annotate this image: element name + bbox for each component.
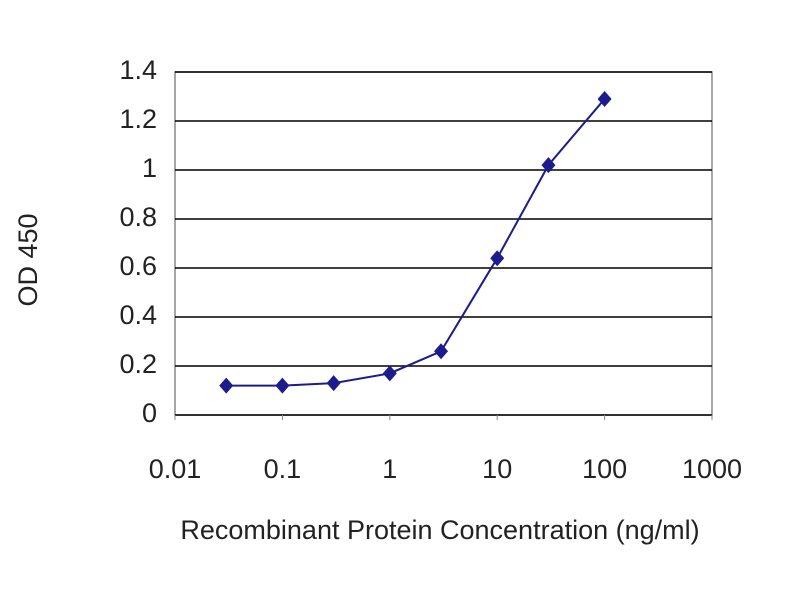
data-point <box>490 250 505 267</box>
data-line <box>226 98 606 387</box>
data-point <box>275 377 290 394</box>
plot-area <box>174 71 713 416</box>
y-tick-label: 0.4 <box>119 300 157 330</box>
data-point <box>382 365 397 382</box>
y-tick-label: 0.8 <box>119 202 157 232</box>
x-axis-label: Recombinant Protein Concentration (ng/ml… <box>180 515 699 545</box>
x-tick-label: 1 <box>382 454 397 484</box>
y-tick-label: 1.4 <box>119 55 157 85</box>
x-tick-label: 10 <box>482 454 512 484</box>
x-tick-label: 0.01 <box>149 454 202 484</box>
data-point <box>219 377 234 394</box>
data-point <box>597 90 612 107</box>
y-tick-label: 0.2 <box>119 349 157 379</box>
y-axis-label: OD 450 <box>13 213 43 306</box>
data-point <box>434 343 449 360</box>
y-tick-label: 0 <box>142 398 157 428</box>
y-tick-label: 1.2 <box>119 104 157 134</box>
x-tick-label: 1000 <box>682 454 742 484</box>
y-tick-label: 0.6 <box>119 251 157 281</box>
x-tick-label: 0.1 <box>264 454 302 484</box>
x-tick-label: 100 <box>582 454 627 484</box>
y-tick-label: 1 <box>142 153 157 183</box>
data-point <box>326 375 341 392</box>
data-point <box>541 157 556 174</box>
